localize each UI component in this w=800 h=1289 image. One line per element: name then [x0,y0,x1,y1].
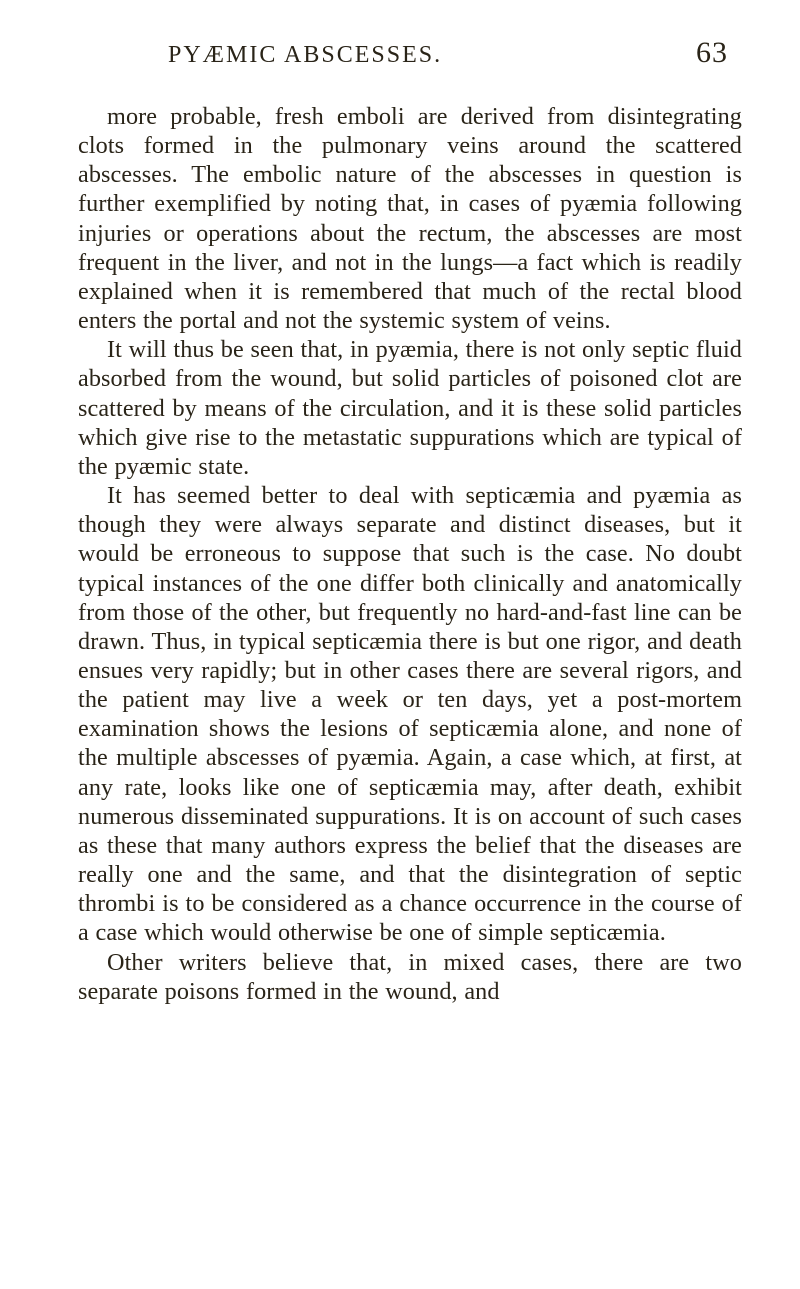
book-page: PYÆMIC ABSCESSES. 63 more probable, fres… [0,0,800,1289]
paragraph: It will thus be seen that, in pyæmia, th… [78,335,742,481]
running-title: PYÆMIC ABSCESSES. [168,42,442,69]
paragraph: more probable, fresh emboli are derived … [78,102,742,335]
paragraph: It has seemed better to deal with septic… [78,481,742,948]
page-number: 63 [696,36,728,70]
paragraph: Other writers believe that, in mixed cas… [78,948,742,1006]
body-text: more probable, fresh emboli are derived … [78,102,742,1006]
page-header: PYÆMIC ABSCESSES. 63 [78,36,742,70]
